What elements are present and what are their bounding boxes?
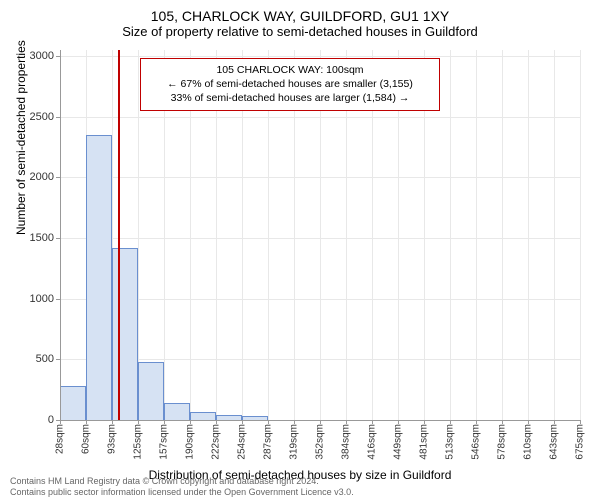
- footer-line-2: Contains public sector information licen…: [10, 487, 354, 498]
- histogram-bar: [138, 362, 164, 420]
- chart-title-main: 105, CHARLOCK WAY, GUILDFORD, GU1 1XY: [0, 0, 600, 24]
- histogram-bar: [86, 135, 112, 420]
- x-tick-label: 610sqm: [523, 424, 534, 460]
- histogram-bar: [112, 248, 138, 420]
- annotation-line2: ← 67% of semi-detached houses are smalle…: [149, 77, 431, 91]
- x-tick-label: 319sqm: [289, 424, 300, 460]
- x-tick-mark: [580, 420, 581, 424]
- property-marker-line: [118, 50, 120, 420]
- x-tick-label: 481sqm: [419, 424, 430, 460]
- plot-area: 05001000150020002500300028sqm60sqm93sqm1…: [60, 50, 580, 420]
- x-tick-label: 675sqm: [575, 424, 586, 460]
- x-tick-label: 190sqm: [185, 424, 196, 460]
- x-tick-label: 254sqm: [237, 424, 248, 460]
- y-axis-label: Number of semi-detached properties: [14, 40, 28, 235]
- chart-container: 105, CHARLOCK WAY, GUILDFORD, GU1 1XY Si…: [0, 0, 600, 500]
- x-axis-line: [60, 420, 580, 421]
- annotation-box: 105 CHARLOCK WAY: 100sqm← 67% of semi-de…: [140, 58, 440, 111]
- x-tick-label: 416sqm: [367, 424, 378, 460]
- x-tick-label: 578sqm: [497, 424, 508, 460]
- x-tick-label: 60sqm: [81, 424, 92, 454]
- y-tick-label: 0: [48, 414, 54, 426]
- y-axis-line: [60, 50, 61, 420]
- grid-line-vertical: [476, 50, 477, 420]
- grid-line-vertical: [450, 50, 451, 420]
- y-tick-label: 1500: [30, 232, 54, 244]
- grid-line-vertical: [502, 50, 503, 420]
- y-tick-label: 1000: [30, 293, 54, 305]
- y-tick-label: 2500: [30, 111, 54, 123]
- x-tick-label: 157sqm: [159, 424, 170, 460]
- x-tick-label: 287sqm: [263, 424, 274, 460]
- x-tick-label: 125sqm: [133, 424, 144, 460]
- histogram-bar: [60, 386, 86, 420]
- y-tick-label: 2000: [30, 171, 54, 183]
- annotation-line3: 33% of semi-detached houses are larger (…: [149, 91, 431, 105]
- x-tick-label: 546sqm: [471, 424, 482, 460]
- grid-line-vertical: [580, 50, 581, 420]
- chart-title-sub: Size of property relative to semi-detach…: [0, 24, 600, 43]
- x-tick-label: 643sqm: [549, 424, 560, 460]
- annotation-line1: 105 CHARLOCK WAY: 100sqm: [149, 63, 431, 77]
- x-tick-label: 222sqm: [211, 424, 222, 460]
- grid-line-vertical: [528, 50, 529, 420]
- x-tick-label: 449sqm: [393, 424, 404, 460]
- x-tick-label: 384sqm: [341, 424, 352, 460]
- y-tick-label: 500: [36, 353, 54, 365]
- x-tick-label: 352sqm: [315, 424, 326, 460]
- grid-line-vertical: [554, 50, 555, 420]
- footer-attribution: Contains HM Land Registry data © Crown c…: [10, 476, 354, 498]
- histogram-bar: [190, 412, 216, 420]
- x-tick-label: 513sqm: [445, 424, 456, 460]
- histogram-bar: [164, 403, 190, 420]
- x-tick-label: 28sqm: [55, 424, 66, 454]
- x-tick-label: 93sqm: [107, 424, 118, 454]
- y-tick-label: 3000: [30, 50, 54, 62]
- footer-line-1: Contains HM Land Registry data © Crown c…: [10, 476, 354, 487]
